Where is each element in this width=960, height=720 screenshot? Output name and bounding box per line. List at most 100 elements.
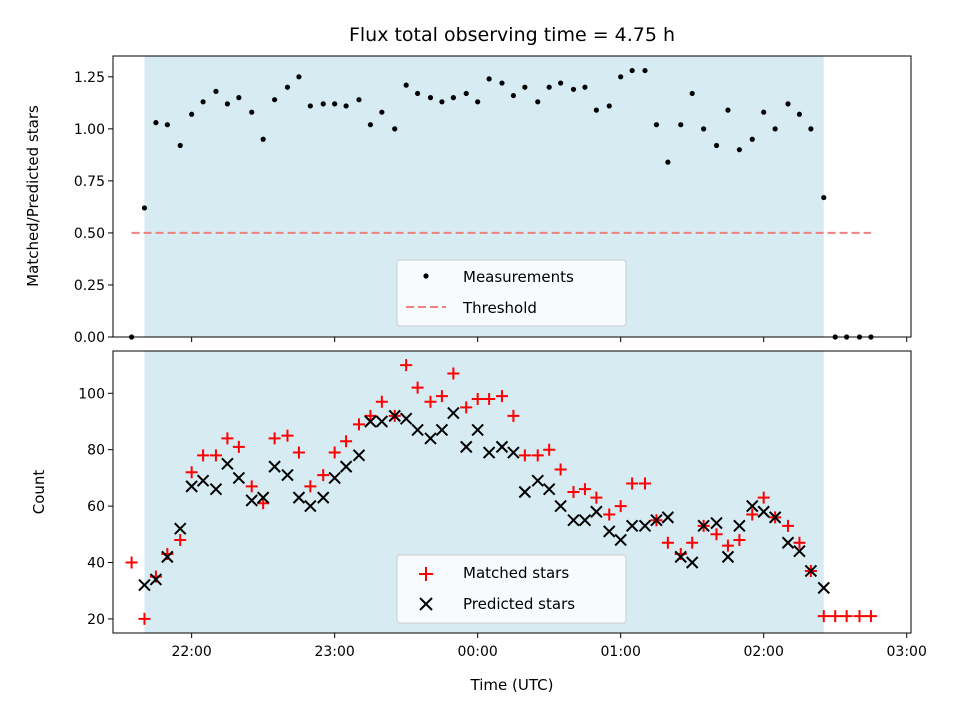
predicted-star-point (507, 446, 520, 459)
measurement-point (618, 74, 624, 80)
measurement-point (224, 101, 231, 107)
measurement-point (415, 90, 421, 97)
matched-star-point (840, 610, 853, 623)
y-tick-label: 60 (87, 499, 105, 515)
predicted-star-point (424, 432, 437, 445)
predicted-star-point (733, 519, 746, 533)
x-tick-label: 00:00 (457, 644, 497, 660)
predicted-star-point (352, 449, 366, 462)
predicted-star-point (328, 471, 341, 485)
measurement-point (570, 86, 577, 92)
top-x-axis (191, 337, 908, 342)
bottom-legend-box (396, 554, 627, 624)
predicted-star-point (685, 556, 699, 569)
matched-star-point (352, 418, 365, 431)
matched-star-point (746, 508, 759, 521)
y-tick-label: 0.25 (74, 278, 105, 294)
matched-star-point (257, 497, 270, 510)
predicted-star-point (495, 440, 509, 454)
predicted-star-point (697, 519, 710, 533)
matched-star-point (757, 491, 770, 504)
matched-star-point (400, 359, 413, 372)
predicted-star-point (482, 446, 496, 459)
measurement-point (236, 95, 242, 101)
measurement-point (450, 95, 456, 101)
measurement-point (606, 103, 612, 109)
predicted-star-point (757, 505, 770, 518)
matched-star-point (174, 533, 187, 546)
measurement-point (475, 99, 481, 105)
matched-star-point (328, 446, 341, 459)
measurement-point (701, 126, 707, 132)
measurement-point (356, 97, 362, 103)
predicted-star-point (339, 460, 353, 473)
measurement-point (558, 80, 564, 86)
measurement-point (307, 103, 313, 109)
chart-title: Flux total observing time = 4.75 h (349, 24, 675, 46)
predicted-star-point (614, 533, 627, 547)
predicted-star-point (460, 440, 473, 454)
matched-star-point (686, 536, 699, 549)
matched-star-point (495, 390, 508, 403)
predicted-star-point (746, 499, 759, 513)
predicted-star-point (781, 536, 795, 549)
matched-star-point (424, 395, 437, 408)
predicted-star-point (471, 423, 484, 437)
bottom-x-axis-label: Time (UTC) (470, 676, 554, 694)
matched-star-point (125, 556, 138, 569)
matched-star-point (138, 612, 151, 625)
matched-star-point (853, 610, 866, 623)
predicted-star-point (375, 415, 389, 428)
predicted-star-point (531, 474, 544, 487)
top-plot-frame (112, 55, 912, 338)
y-tick-label: 1.00 (74, 122, 105, 138)
measurement-point (128, 334, 135, 340)
predicted-star-point (209, 482, 223, 496)
measurement-point (546, 84, 552, 90)
measurement-point (141, 205, 148, 211)
measurement-point (177, 142, 183, 149)
predicted-star-point (196, 474, 210, 487)
predicted-star-point (661, 511, 675, 524)
matched-star-point (782, 519, 795, 532)
y-tick-label: 0.00 (74, 330, 105, 346)
measurement-point (320, 101, 326, 107)
matched-star-point (460, 401, 473, 414)
x-tick-label: 02:00 (744, 644, 784, 660)
measurement-point (260, 136, 266, 142)
y-tick-label: 0.50 (74, 226, 105, 242)
measurement-point (403, 82, 409, 88)
predicted-star-point (268, 460, 281, 473)
top-y-axis-label: Matched/Predicted stars (24, 105, 42, 287)
matched-star-point (733, 533, 746, 546)
measurement-point (153, 120, 159, 126)
predicted-star-point (435, 423, 449, 437)
legend-label-matched-stars: Matched stars (463, 564, 569, 582)
measurement-point (761, 109, 767, 115)
bottom-panel: 20 40 60 80 100 22:00 23:00 00:00 01:00 02:00 03:… (30, 350, 927, 694)
legend-plus-marker (419, 567, 433, 581)
measurement-point (343, 103, 349, 109)
matched-star-point (209, 449, 222, 462)
measurement-point (796, 111, 803, 117)
x-tick-label: 22:00 (171, 644, 211, 660)
y-tick-label: 20 (87, 612, 105, 628)
measurement-point (189, 111, 195, 117)
matched-star-point (197, 449, 210, 462)
measurement-point (678, 122, 684, 128)
matched-star-point (639, 477, 651, 490)
predicted-star-point (554, 499, 567, 513)
matched-star-point (710, 528, 723, 541)
measurement-point (200, 99, 206, 105)
predicted-star-point (567, 513, 580, 527)
matched-star-point (829, 610, 842, 623)
predicted-star-point (281, 468, 294, 482)
top-legend: Measurements Threshold (396, 259, 627, 327)
top-y-axis: 0.00 0.25 0.50 0.75 1.00 1.25 (74, 70, 113, 346)
measurement-point (272, 97, 278, 103)
matched-star-point (661, 536, 674, 549)
predicted-star-point (817, 581, 830, 595)
predicted-star-point (447, 406, 460, 420)
measurement-point (785, 101, 791, 107)
